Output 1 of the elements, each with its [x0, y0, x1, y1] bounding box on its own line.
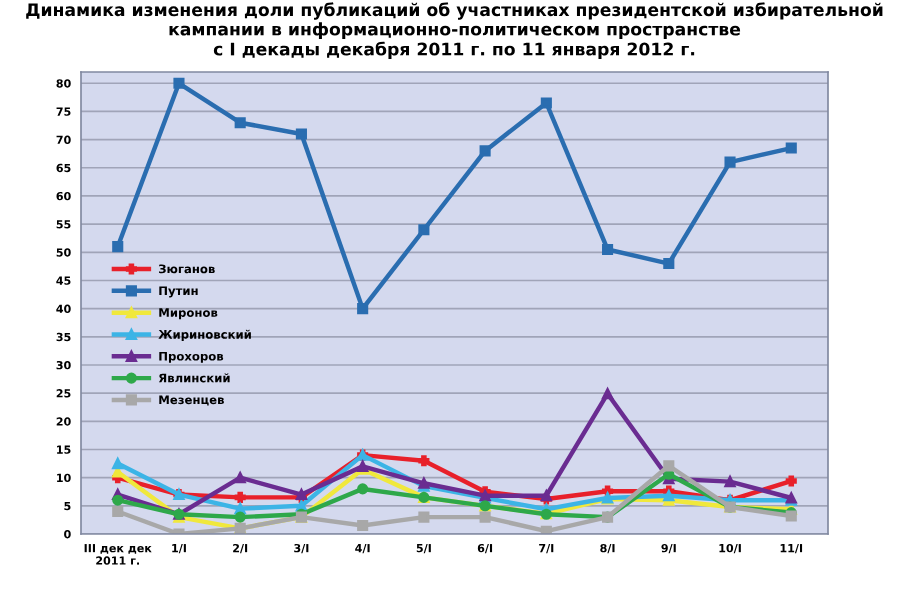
- chart-title: Динамика изменения доли публикаций об участниках президентской избирательной кампании в информационно-политическом пространстве с I декады декабря 2011 г. по 11 января 2012 г.: [26, 2, 883, 59]
